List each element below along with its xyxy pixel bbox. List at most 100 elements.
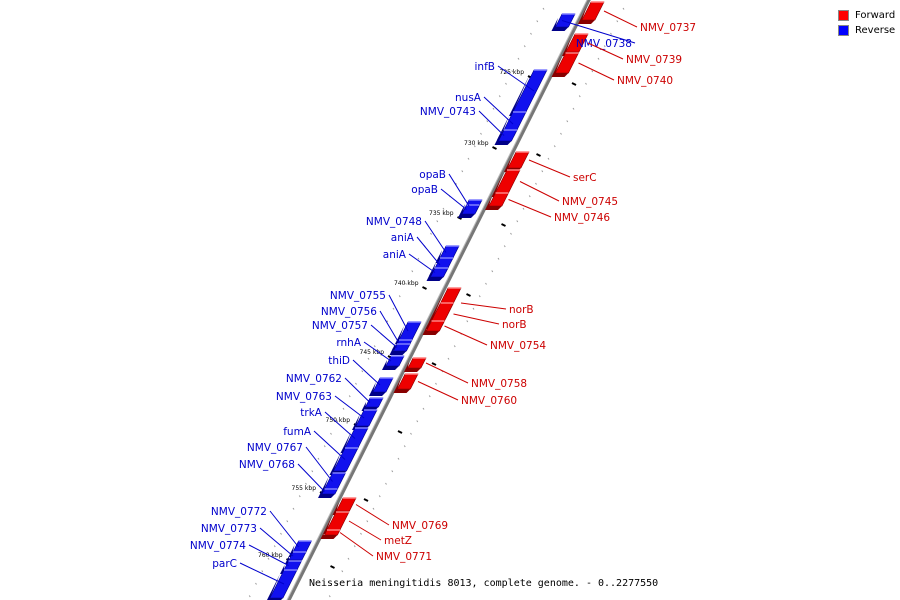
gene-label[interactable]: NMV_0763 [276,391,332,403]
minor-tick [305,482,307,485]
minor-tick [572,107,575,110]
label-connector [348,520,382,541]
gene-label[interactable]: metZ [384,535,412,547]
gene-label[interactable]: nusA [455,92,482,104]
gene-reverse[interactable] [551,13,576,31]
gene-shadow [361,402,379,411]
gene-label[interactable]: NMV_0754 [490,340,546,352]
minor-tick [597,57,600,60]
backbone-line [287,0,591,600]
gene-reverse[interactable] [369,377,394,396]
gene-forward[interactable] [422,320,445,335]
minor-tick [430,232,432,235]
label-connector [453,313,500,325]
gene-box [355,409,378,427]
minor-tick [372,507,375,510]
gene-forward[interactable] [485,192,509,210]
minor-tick [286,520,289,523]
minor-tick [317,457,320,460]
gene-label[interactable]: opaB [411,184,438,196]
gene-label[interactable]: trkA [300,407,323,419]
gene-reverse[interactable] [382,355,405,370]
label-connector [587,42,624,60]
gene-label[interactable]: NMV_0762 [286,373,342,385]
minor-tick [455,182,457,185]
gene-label[interactable]: NMV_0746 [554,212,610,224]
gene-label[interactable]: rnhA [336,337,361,349]
forward-swatch [838,10,849,21]
gene-label[interactable]: NMV_0743 [420,106,476,118]
gene-label[interactable]: opaB [419,169,446,181]
gene-label[interactable]: NMV_0739 [626,54,682,66]
gene-label[interactable]: norB [509,304,534,316]
gene-label[interactable]: NMV_0774 [190,540,246,552]
gene-label[interactable]: NMV_0738 [576,38,632,50]
gene-label[interactable]: infB [475,61,495,73]
gene-label[interactable]: norB [502,319,527,331]
tick-label: 735 kbp [429,210,454,217]
gene-label[interactable]: NMV_0771 [376,551,432,563]
minor-tick [530,32,532,35]
gene-label[interactable]: NMV_0760 [461,395,517,407]
minor-tick [336,420,339,423]
legend-reverse-label: Reverse [855,25,896,36]
gene-label[interactable]: NMV_0769 [392,520,448,532]
gene-label[interactable]: NMV_0758 [471,378,527,390]
gene-label[interactable]: thiD [328,355,350,367]
label-connector [561,20,636,44]
gene-reverse[interactable] [389,343,411,355]
gene-forward[interactable] [404,357,427,372]
gene-label[interactable]: NMV_0773 [201,523,257,535]
gene-label[interactable]: NMV_0772 [211,506,267,518]
gene-label[interactable]: NMV_0737 [640,22,696,34]
gene-shadow [425,307,443,329]
minor-tick [467,157,470,160]
major-tick-marks: 725 kbp 730 kbp 735 kbp 740 kbp 745 kbp 750 k… [258,69,577,569]
gene-label[interactable]: parC [212,558,237,570]
label-connector [305,446,333,482]
gene-shadow [267,574,283,600]
gene-reverse[interactable] [426,267,449,281]
gene-labels: NMV_0737 NMV_0738 NMV_0739 NMV_0740 infB nusA… [190,10,696,585]
minor-tick [547,157,550,160]
gene-label[interactable]: aniA [383,249,407,261]
gene-reverse[interactable] [352,409,378,430]
gene-label[interactable]: NMV_0755 [330,290,386,302]
gene-label[interactable]: NMV_0756 [321,306,377,318]
gene-label[interactable]: NMV_0740 [617,75,673,87]
gene-label[interactable]: serC [573,172,597,184]
gene-label[interactable]: NMV_0767 [247,442,303,454]
gene-label[interactable]: NMV_0757 [312,320,368,332]
gene-label[interactable]: NMV_0768 [239,459,295,471]
label-connector [324,411,356,439]
gene-label[interactable]: NMV_0745 [562,196,618,208]
gene-reverse[interactable] [329,447,359,475]
label-connector [355,504,390,526]
gene-reverse[interactable] [494,129,518,145]
gene-label[interactable]: fumA [283,426,312,438]
gene-shadow [551,18,569,31]
minor-tick [522,207,525,210]
gene-shadow [458,209,475,218]
gene-forward[interactable] [393,373,419,393]
gene-box [461,204,480,215]
gene-reverse[interactable] [458,204,480,218]
gene-label[interactable]: NMV_0748 [366,216,422,228]
label-connector [313,430,346,460]
gene-reverse[interactable] [361,397,384,411]
major-tick [330,565,335,569]
gene-reverse[interactable] [318,488,338,498]
gene-forward[interactable] [578,1,605,24]
label-connector [417,381,459,401]
gene-forward[interactable] [504,151,530,172]
gene-forward[interactable] [551,52,579,77]
minor-tick [398,295,401,298]
label-connector [363,341,392,362]
minor-tick [373,345,376,348]
minor-tick [392,307,395,310]
gene-forward[interactable] [320,529,341,539]
minor-tick [516,220,519,223]
gene-label[interactable]: aniA [391,232,415,244]
label-connector [424,220,447,253]
